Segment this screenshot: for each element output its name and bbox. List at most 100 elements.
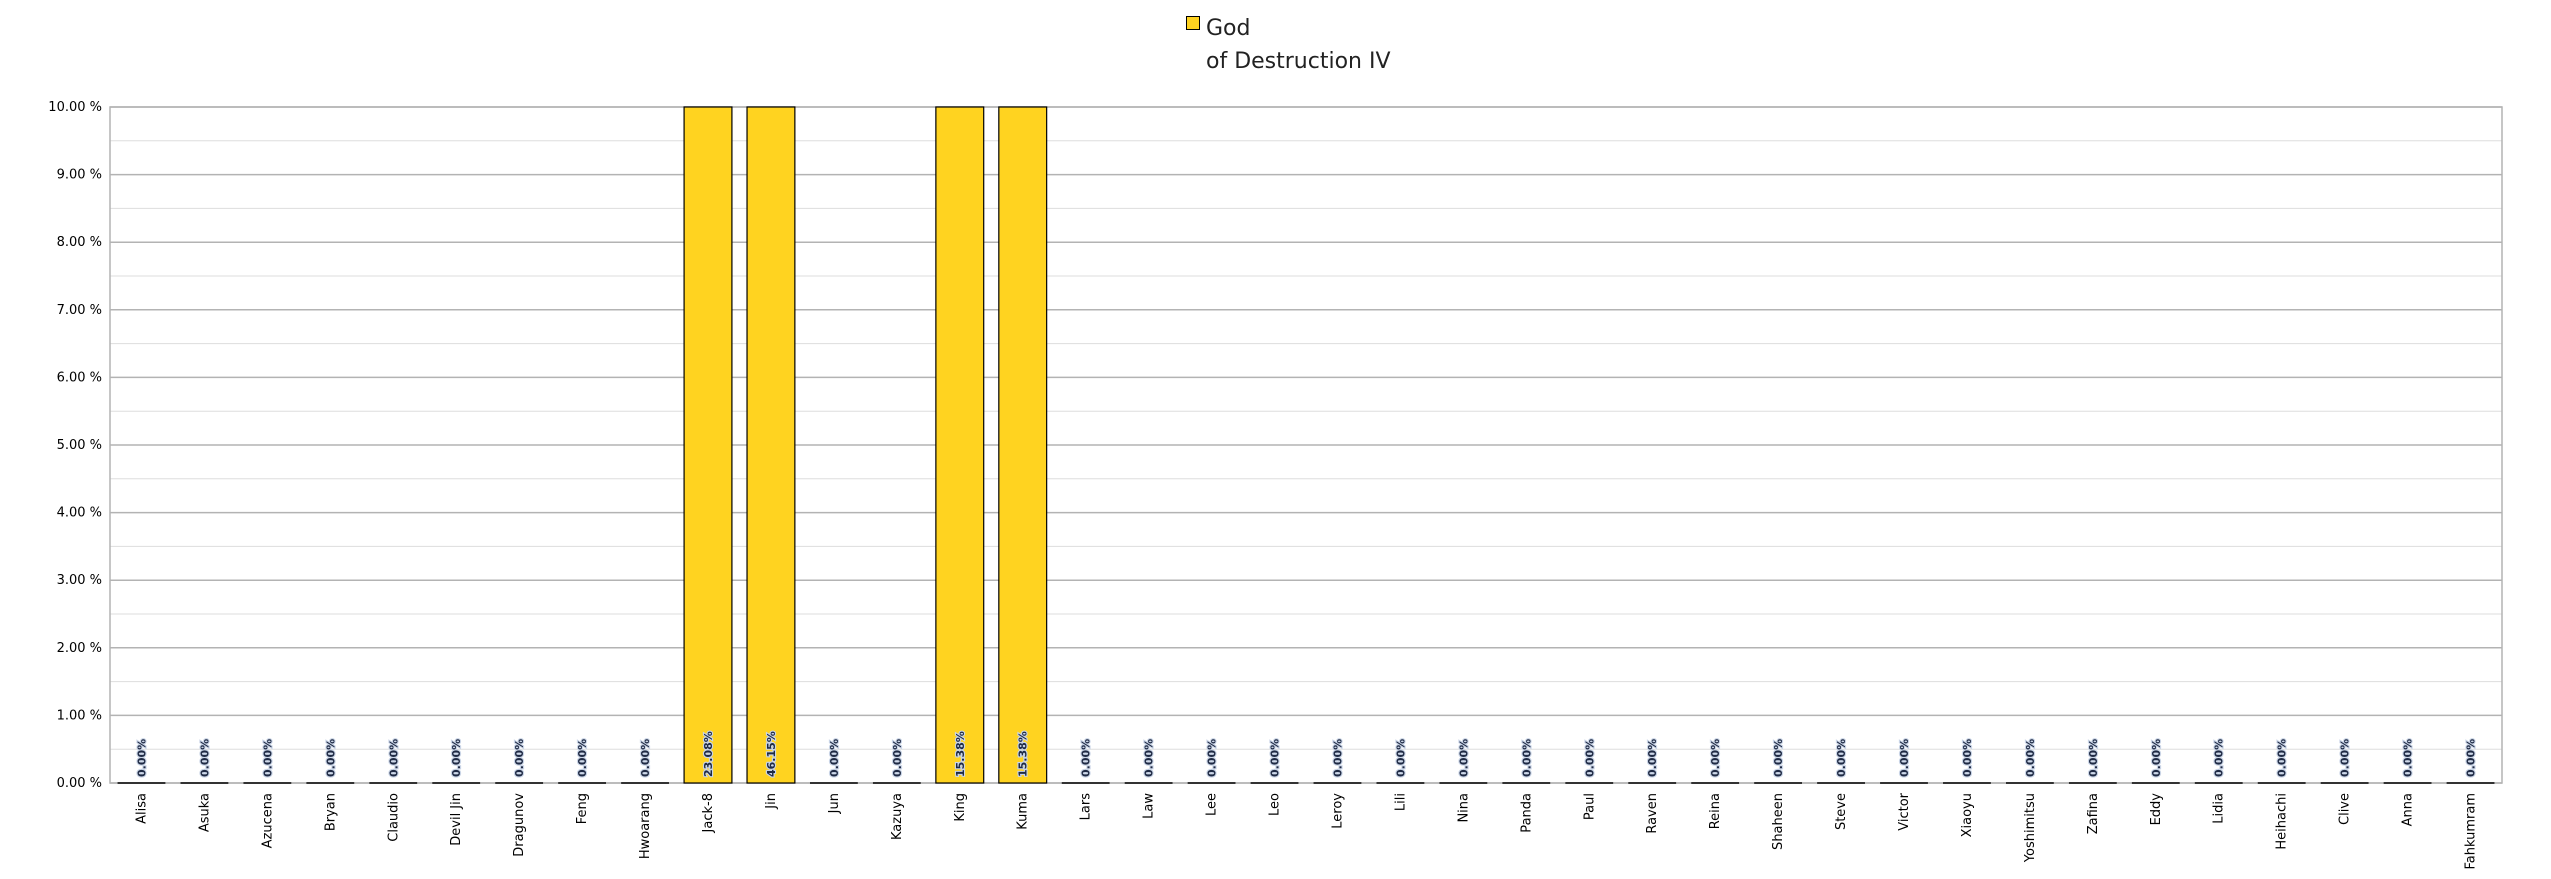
data-label: 0.00% (2024, 739, 2037, 777)
x-tick-label: Dragunov (512, 793, 527, 857)
plot-area-border (109, 106, 2503, 784)
data-label: 0.00% (1080, 739, 1093, 777)
bar-jack-8 (683, 106, 733, 784)
x-tick-label: Heihachi (2275, 793, 2290, 850)
x-tick-label: Reina (1708, 793, 1723, 829)
data-label: 23.08% (702, 731, 715, 777)
x-tick-label: Leroy (1330, 793, 1345, 829)
bar-jin (746, 106, 796, 784)
legend-label: God of Destruction IV (1206, 12, 1506, 78)
data-label: 0.00% (2276, 739, 2289, 777)
data-label: 0.00% (1709, 739, 1722, 777)
minor-gridlines (110, 140, 2502, 750)
data-label: 46.15% (765, 731, 778, 777)
data-label: 0.00% (1835, 739, 1848, 777)
bar-king (935, 106, 985, 784)
x-tick-label: Fahkumram (2464, 793, 2479, 870)
x-tick-label: Jun (827, 793, 842, 814)
data-label: 0.00% (1143, 739, 1156, 777)
x-tick-label: Lili (1393, 793, 1408, 811)
data-label: 0.00% (513, 739, 526, 777)
x-tick-label: Feng (575, 793, 590, 824)
data-label: 0.00% (1520, 739, 1533, 777)
x-tick-label: Jin (764, 793, 779, 810)
data-label: 0.00% (261, 739, 274, 777)
data-label: 0.00% (198, 739, 211, 777)
x-tick-label: Asuka (197, 793, 212, 832)
data-label: 0.00% (324, 739, 337, 777)
x-tick-label: Xiaoyu (1960, 793, 1975, 837)
x-tick-label: Azucena (260, 793, 275, 848)
data-label: 0.00% (1646, 739, 1659, 777)
x-tick-label: Leo (1268, 793, 1283, 816)
x-tick-label: King (953, 793, 968, 822)
x-tick-label: Anna (2401, 793, 2416, 826)
y-tick-label: 6.00 % (57, 370, 102, 385)
x-tick-label: Nina (1456, 793, 1471, 823)
x-tick-label: Yoshimitsu (2023, 793, 2038, 863)
x-tick-label: Shaheen (1771, 793, 1786, 850)
data-label: 0.00% (1583, 739, 1596, 777)
y-tick-label: 5.00 % (57, 438, 102, 453)
x-axis-tick-labels: Alisa Asuka Azucena Bryan Claudio Devil Jin Dr… (134, 792, 2478, 869)
data-label: 0.00% (1394, 739, 1407, 777)
data-label: 0.00% (135, 739, 148, 777)
y-tick-label: 3.00 % (57, 573, 102, 588)
x-tick-label: Lee (1205, 793, 1220, 816)
data-label: 0.00% (2150, 739, 2163, 777)
data-label: 0.00% (450, 739, 463, 777)
data-label: 0.00% (1457, 739, 1470, 777)
x-tick-label: Zafina (2086, 793, 2101, 834)
data-label: 15.38% (954, 731, 967, 777)
data-label: 0.00% (387, 739, 400, 777)
x-tick-label: Kuma (1016, 793, 1031, 830)
legend-label-line-2: of Destruction IV (1206, 49, 1391, 74)
y-tick-label: 1.00 % (57, 708, 102, 723)
x-tick-label: Kazuya (890, 793, 905, 840)
x-tick-label: Devil Jin (449, 793, 464, 846)
data-label: 0.00% (2402, 739, 2415, 777)
x-tick-label: Paul (1582, 793, 1597, 820)
y-axis-tick-labels: 0.00 % 1.00 % 2.00 % 3.00 % 4.00 % 5.00 % 6.00… (48, 100, 102, 791)
data-label: 0.00% (639, 739, 652, 777)
x-tick-label: Clive (2338, 793, 2353, 825)
data-label: 0.00% (2213, 739, 2226, 777)
legend-swatch (1186, 16, 1200, 30)
y-tick-label: 8.00 % (57, 235, 102, 250)
data-label: 0.00% (1772, 739, 1785, 777)
x-tick-label: Lidia (2212, 793, 2227, 824)
data-label: 15.38% (1017, 731, 1030, 777)
data-label: 0.00% (2339, 739, 2352, 777)
data-label: 0.00% (2465, 739, 2478, 777)
data-label: 0.00% (828, 739, 841, 777)
data-labels: 0.00% 0.00% 0.00% 0.00% 0.00% 0.00% 0.00% 0.00%… (134, 730, 2478, 778)
data-label: 0.00% (1206, 739, 1219, 777)
y-tick-label: 10.00 % (48, 100, 102, 115)
x-tick-label: Raven (1645, 793, 1660, 834)
y-tick-label: 4.00 % (57, 506, 102, 521)
y-tick-label: 9.00 % (57, 168, 102, 183)
x-tick-label: Alisa (134, 793, 149, 824)
x-tick-label: Lars (1079, 793, 1094, 821)
data-label: 0.00% (1961, 739, 1974, 777)
x-tick-label: Claudio (386, 793, 401, 842)
x-tick-label: Eddy (2149, 793, 2164, 826)
x-tick-label: Law (1142, 793, 1157, 819)
y-tick-label: 2.00 % (57, 641, 102, 656)
x-tick-label: Bryan (323, 793, 338, 831)
data-label: 0.00% (1331, 739, 1344, 777)
y-tick-label: 0.00 % (57, 776, 102, 791)
x-tick-label: Victor (1897, 792, 1912, 830)
bars (117, 106, 2495, 784)
data-label: 0.00% (891, 739, 904, 777)
data-label: 0.00% (1898, 739, 1911, 777)
x-tick-label: Jack-8 (701, 793, 716, 833)
legend-label-line-1: God (1206, 16, 1251, 41)
y-tick-label: 7.00 % (57, 303, 102, 318)
x-tick-label: Panda (1519, 793, 1534, 833)
data-label: 0.00% (2087, 739, 2100, 777)
bar-kuma (998, 106, 1048, 784)
data-label: 0.00% (576, 739, 589, 777)
x-tick-label: Hwoarang (638, 793, 653, 859)
